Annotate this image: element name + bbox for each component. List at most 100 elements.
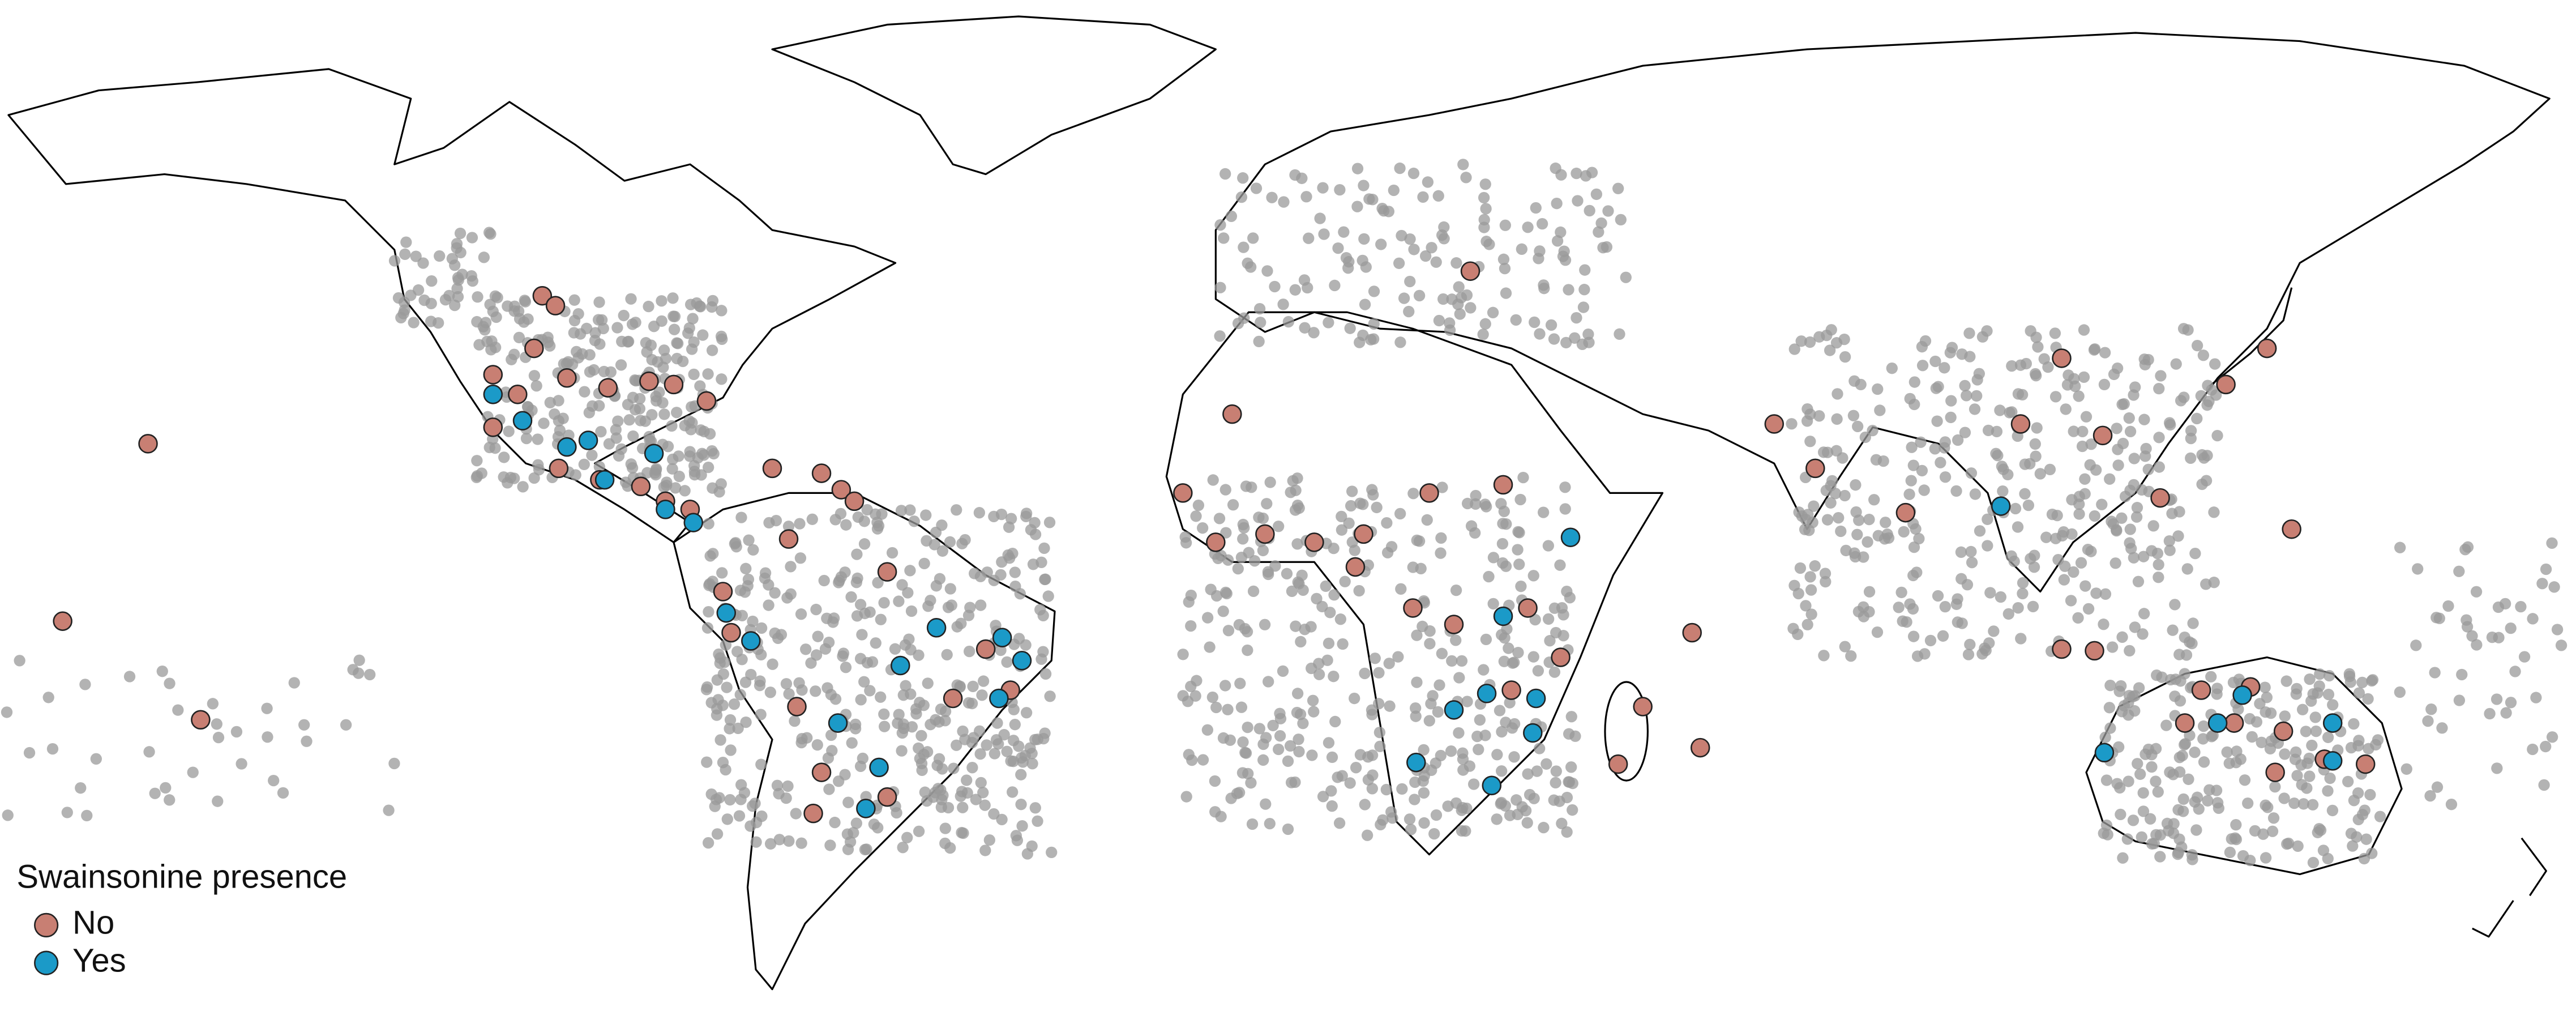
record-dot: [592, 314, 605, 326]
record-dot: [1015, 769, 1027, 781]
record-dot: [936, 545, 949, 557]
record-dot: [1289, 284, 1301, 296]
record-dot: [1233, 787, 1246, 799]
record-dot: [2138, 608, 2150, 620]
record-dot: [584, 349, 596, 361]
record-dot: [801, 732, 813, 744]
record-dot: [452, 274, 465, 286]
record-dot: [2530, 692, 2542, 703]
record-dot: [1863, 586, 1876, 598]
record-dot: [1366, 709, 1378, 720]
record-dot: [1597, 242, 1609, 254]
record-dot: [392, 292, 405, 304]
record-dot: [767, 658, 778, 670]
point-no: [2093, 425, 2113, 446]
record-dot: [1563, 284, 1574, 296]
point-yes: [1523, 723, 1543, 743]
record-dot: [1225, 792, 1237, 804]
record-dot: [1571, 167, 1582, 180]
record-dot: [1432, 190, 1444, 202]
record-dot: [1353, 585, 1365, 597]
record-dot: [1336, 524, 1348, 536]
record-dot: [1932, 590, 1944, 602]
record-dot: [944, 583, 956, 595]
record-dot: [528, 472, 540, 484]
record-dot: [1805, 608, 1817, 620]
record-dot: [1253, 511, 1265, 523]
record-dot: [2099, 588, 2112, 600]
record-dot: [2262, 801, 2274, 813]
record-dot: [1453, 727, 1465, 739]
record-dot: [942, 801, 955, 814]
record-dot: [1937, 630, 1949, 642]
record-dot: [1227, 499, 1239, 511]
record-dot: [1571, 312, 1582, 324]
record-dot: [1893, 602, 1905, 613]
record-dot: [658, 408, 670, 420]
record-dot: [408, 317, 420, 329]
record-dot: [586, 449, 598, 461]
record-dot: [783, 688, 795, 700]
record-dot: [2555, 639, 2568, 651]
record-dot: [2164, 544, 2176, 556]
record-dot: [1377, 814, 1389, 826]
record-dot: [1982, 424, 1995, 436]
record-dot: [948, 762, 960, 774]
record-dot: [2424, 790, 2436, 802]
record-dot: [977, 675, 990, 687]
record-dot: [956, 826, 968, 839]
record-dot: [2470, 586, 2483, 598]
record-dot: [230, 726, 243, 738]
record-dot: [857, 752, 869, 765]
record-dot: [1009, 581, 1021, 592]
record-dot: [1556, 817, 1568, 829]
record-dot: [1794, 562, 1807, 574]
record-dot: [1224, 734, 1236, 746]
record-dot: [806, 513, 818, 525]
record-dot: [1220, 527, 1232, 539]
record-dot: [1016, 820, 1028, 832]
record-dot: [913, 825, 925, 837]
record-dot: [790, 808, 802, 820]
record-dot: [1357, 498, 1369, 510]
record-dot: [2124, 537, 2136, 549]
point-no: [2257, 338, 2277, 359]
record-dot: [79, 679, 91, 690]
record-dot: [1290, 620, 1302, 632]
record-dot: [2099, 731, 2111, 743]
record-dot: [2202, 795, 2214, 807]
record-dot: [1396, 229, 1407, 242]
record-dot: [1821, 446, 1834, 458]
record-dot: [716, 567, 728, 579]
record-dot: [1299, 322, 1311, 334]
record-dot: [2527, 613, 2539, 625]
record-dot: [2196, 478, 2208, 491]
record-dot: [1260, 732, 1272, 744]
record-dot: [769, 587, 781, 599]
record-dot: [2117, 852, 2129, 864]
record-dot: [2307, 856, 2320, 869]
record-dot: [42, 692, 54, 703]
point-no: [1460, 261, 1480, 281]
record-dot: [684, 298, 697, 310]
record-dot: [1038, 732, 1050, 745]
record-dot: [1217, 605, 1229, 617]
record-dot: [1437, 293, 1449, 305]
record-dot: [1248, 555, 1261, 567]
record-dot: [2137, 805, 2150, 817]
record-dot: [679, 485, 691, 497]
record-dot: [1293, 502, 1305, 514]
record-dot: [1909, 376, 1920, 388]
record-dot: [1242, 644, 1253, 656]
record-dot: [936, 763, 948, 775]
point-no: [1206, 532, 1226, 552]
record-dot: [732, 722, 744, 734]
record-dot: [2191, 339, 2203, 352]
record-dot: [1306, 749, 1318, 761]
record-dot: [959, 734, 971, 745]
record-dot: [1333, 817, 1346, 829]
record-dot: [1328, 589, 1340, 601]
record-dot: [837, 650, 849, 662]
record-dot: [1788, 343, 1800, 355]
record-dot: [1235, 551, 1248, 564]
